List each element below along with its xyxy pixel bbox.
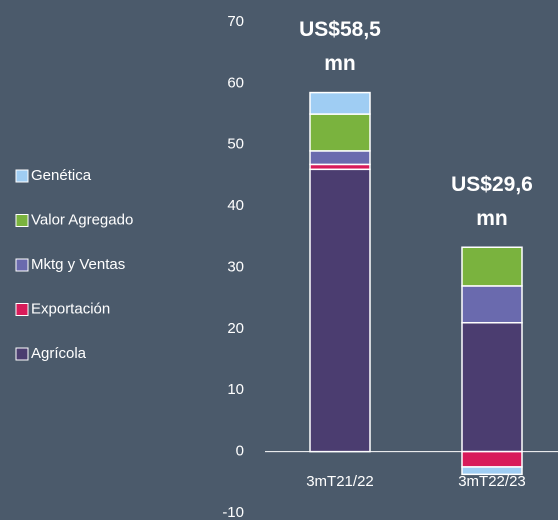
bar-segment xyxy=(461,450,523,468)
y-tick-label: 60 xyxy=(227,74,244,91)
legend-swatch xyxy=(15,214,29,227)
legend-label: Mktg y Ventas xyxy=(31,256,125,273)
legend-swatch xyxy=(15,258,29,272)
bar-segment xyxy=(461,285,523,324)
bar-segment xyxy=(309,168,371,453)
legend-swatch xyxy=(15,303,29,316)
bar-segment xyxy=(461,321,523,453)
annotation: mn xyxy=(324,52,356,75)
y-tick-label: 20 xyxy=(227,320,244,337)
y-tick-label: 40 xyxy=(227,197,244,214)
bar-segment xyxy=(309,91,371,115)
x-tick-label: 3mT22/23 xyxy=(458,473,526,490)
x-tick-label: 3mT21/22 xyxy=(306,473,374,490)
y-tick-label: 50 xyxy=(227,136,244,153)
bar-segment xyxy=(461,246,523,287)
annotation: mn xyxy=(476,207,508,230)
bar-segment xyxy=(309,150,371,166)
annotation: US$58,5 xyxy=(299,18,381,41)
legend-label: Valor Agregado xyxy=(31,211,133,228)
y-tick-label: 0 xyxy=(236,443,244,460)
legend-label: Exportación xyxy=(31,300,110,317)
legend-swatch xyxy=(15,347,29,361)
y-tick-label: 30 xyxy=(227,258,244,275)
legend-label: Genética xyxy=(31,167,92,184)
legend-swatch xyxy=(15,169,29,183)
y-tick-label: -10 xyxy=(222,504,244,520)
annotation: US$29,6 xyxy=(451,173,533,196)
bar-segment xyxy=(461,466,523,476)
y-tick-label: 10 xyxy=(227,381,244,398)
legend-label: Agrícola xyxy=(31,345,87,362)
bar-segment xyxy=(309,113,371,152)
y-tick-label: 70 xyxy=(227,13,244,30)
